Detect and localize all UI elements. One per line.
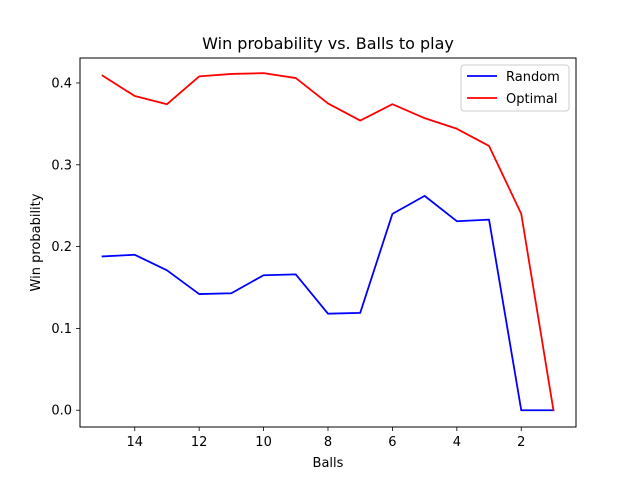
x-tick-label: 12 [191,435,208,450]
legend-label-optimal: Optimal [506,92,557,107]
x-axis-label: Balls [313,456,344,471]
x-axis-ticks: 14 12 10 8 6 4 2 [126,427,525,450]
y-tick-label: 0.4 [51,76,72,91]
chart-title: Win probability vs. Balls to play [202,34,454,53]
y-tick-label: 0.0 [51,404,72,419]
y-axis-ticks: 0.0 0.1 0.2 0.3 0.4 [51,76,80,419]
x-tick-label: 10 [255,435,272,450]
x-tick-label: 14 [126,435,143,450]
y-tick-label: 0.2 [51,240,72,255]
x-tick-label: 8 [324,435,332,450]
series-line-optimal [101,72,555,412]
legend-label-random: Random [506,70,560,85]
x-tick-label: 2 [517,435,525,450]
y-tick-label: 0.1 [51,322,72,337]
x-tick-label: 4 [453,435,461,450]
series-layer [101,72,555,412]
y-axis-label: Win probability [29,193,44,291]
x-tick-label: 6 [388,435,396,450]
y-tick-label: 0.3 [51,158,72,173]
plot-area-frame [79,57,577,428]
legend: Random Optimal [460,64,570,112]
series-line-random [101,194,555,412]
